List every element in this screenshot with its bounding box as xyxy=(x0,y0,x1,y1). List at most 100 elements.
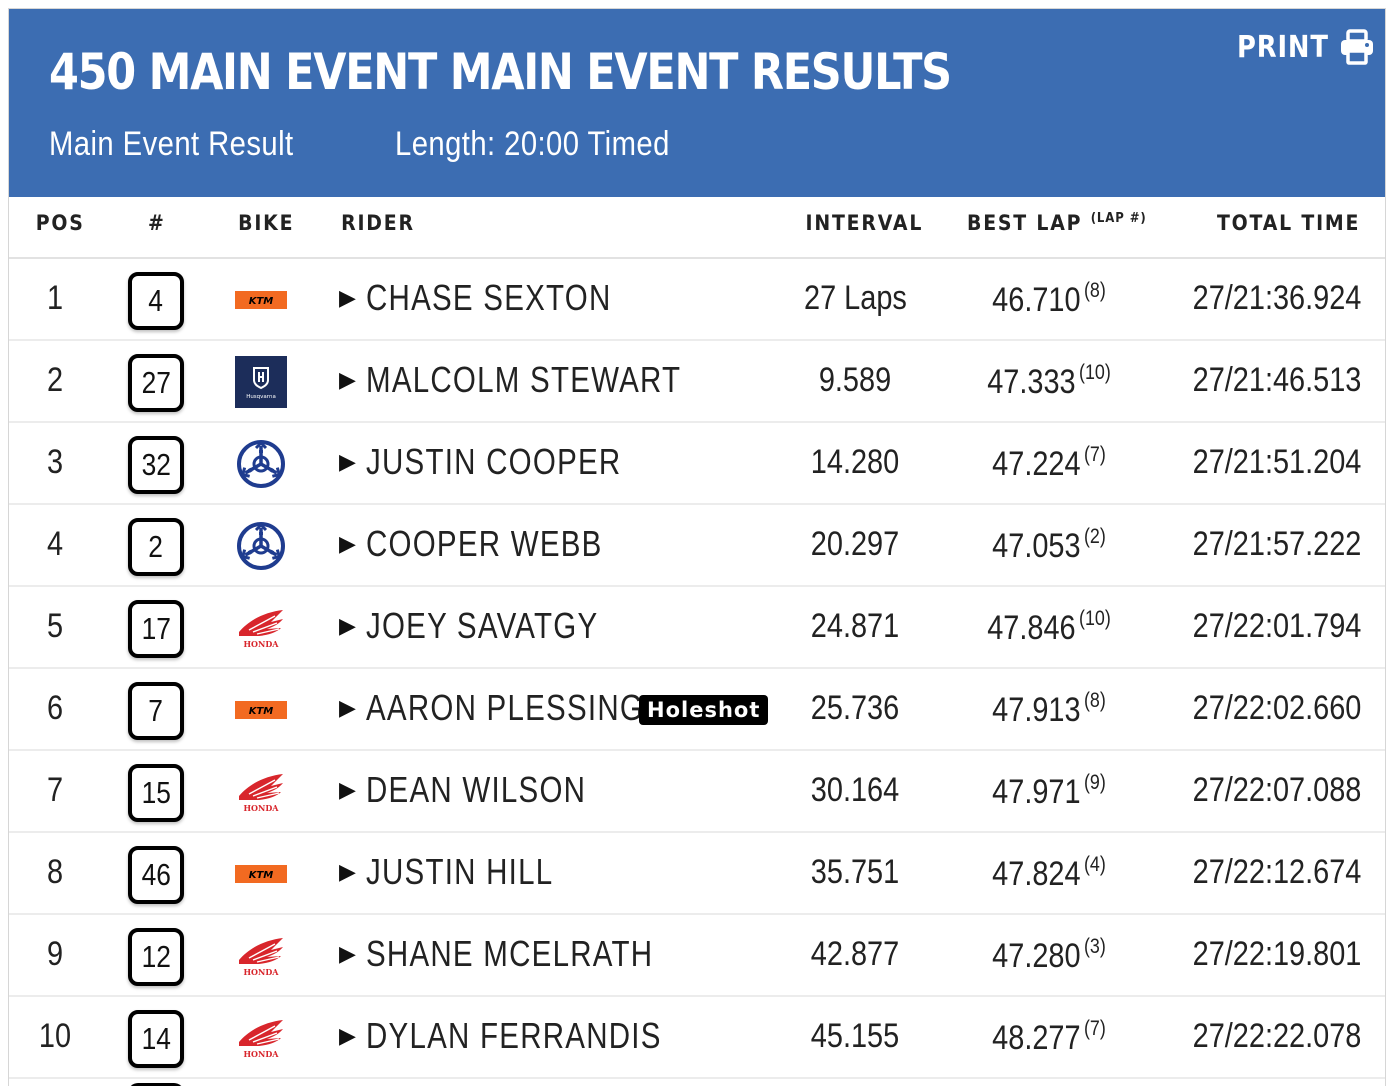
expand-arrow-icon[interactable]: ▶ xyxy=(339,285,356,310)
bike-logo xyxy=(235,520,287,572)
honda-wing-icon: HONDA xyxy=(239,1020,283,1059)
table-row[interactable]: 9 12 HONDA ▶ SHANE MCELRATH 42.877 47.28… xyxy=(9,915,1385,997)
expand-arrow-icon[interactable]: ▶ xyxy=(339,531,356,556)
svg-text:HONDA: HONDA xyxy=(244,639,280,649)
total-time: 27/21:51.204 xyxy=(1192,443,1362,481)
table-row[interactable]: 6 7 KTM ▶ AARON PLESSINGER 25.736 47.913… xyxy=(9,669,1385,751)
best-lap-time: 47.913 xyxy=(992,691,1081,729)
expand-arrow-icon[interactable]: ▶ xyxy=(339,777,356,802)
expand-arrow-icon[interactable]: ▶ xyxy=(339,695,356,720)
rider-name: JOEY SAVATGY xyxy=(365,605,599,646)
rider-link[interactable]: ▶ MALCOLM STEWART xyxy=(339,359,750,401)
rider-number: 17 xyxy=(141,611,171,646)
rider-name: JUSTIN COOPER xyxy=(365,441,622,482)
rider-link[interactable]: ▶ AARON PLESSINGER xyxy=(339,687,758,729)
col-best-lap-label: BEST LAP xyxy=(966,211,1083,235)
best-lap-time: 47.280 xyxy=(992,937,1081,975)
position: 1 xyxy=(46,279,64,317)
expand-arrow-icon[interactable]: ▶ xyxy=(339,613,356,638)
svg-text:HONDA: HONDA xyxy=(244,1049,280,1059)
bike-logo: HONDA xyxy=(235,766,287,818)
results-card: 450 MAIN EVENT MAIN EVENT RESULTS Main E… xyxy=(8,8,1386,1086)
holeshot-badge: Holeshot xyxy=(639,695,769,725)
total-time: 27/22:07.088 xyxy=(1192,771,1362,809)
honda-wing-icon: HONDA xyxy=(239,938,283,977)
rider-link[interactable]: ▶ SHANE MCELRATH xyxy=(339,933,716,975)
bike-logo: Husqvarna xyxy=(235,356,287,408)
best-lap: 47.846 (10) xyxy=(973,607,1126,648)
best-lap-time: 47.053 xyxy=(992,527,1081,565)
rider-name: MALCOLM STEWART xyxy=(365,359,682,400)
rider-number: 12 xyxy=(141,939,171,974)
best-lap-number: (7) xyxy=(1083,443,1106,466)
bike-logo: KTM xyxy=(235,684,287,736)
table-row[interactable]: 1 4 KTM ▶ CHASE SEXTON 27 Laps 46.710 (8)… xyxy=(9,259,1385,341)
svg-text:Husqvarna: Husqvarna xyxy=(246,394,276,400)
table-row[interactable]: 3 32 ▶ JUSTIN COOPER 14.280 47.224 (7) 27… xyxy=(9,423,1385,505)
rider-link[interactable]: ▶ COOPER WEBB xyxy=(339,523,654,565)
rider-number: 14 xyxy=(141,1021,171,1056)
rider-number-box: 27 xyxy=(128,354,184,412)
expand-arrow-icon[interactable]: ▶ xyxy=(339,859,356,884)
col-number: # xyxy=(147,211,166,235)
print-button[interactable]: PRINT xyxy=(1222,27,1375,67)
interval: 24.871 xyxy=(810,607,900,645)
rider-number-box: 32 xyxy=(128,436,184,494)
interval: 27 Laps xyxy=(804,279,907,317)
rider-name: COOPER WEBB xyxy=(365,523,603,564)
bike-logo: KTM xyxy=(235,274,287,326)
col-rider: RIDER xyxy=(341,211,415,235)
rider-name: DYLAN FERRANDIS xyxy=(365,1015,662,1056)
col-pos: POS xyxy=(35,211,85,235)
best-lap: 47.971 (9) xyxy=(973,771,1126,812)
col-best-lap-sup: (LAP #) xyxy=(1090,211,1147,226)
rider-number: 4 xyxy=(148,283,164,318)
ktm-logo-icon: KTM xyxy=(235,701,287,719)
best-lap: 47.333 (10) xyxy=(973,361,1126,402)
expand-arrow-icon[interactable]: ▶ xyxy=(339,941,356,966)
ktm-logo-icon: KTM xyxy=(235,291,287,309)
rider-link[interactable]: ▶ CHASE SEXTON xyxy=(339,277,665,319)
table-row[interactable]: 2 27 Husqvarna ▶ MALCOLM STEWART 9.589 4… xyxy=(9,341,1385,423)
expand-arrow-icon[interactable]: ▶ xyxy=(339,367,356,392)
total-time: 27/21:46.513 xyxy=(1192,361,1362,399)
bike-logo: KTM xyxy=(235,848,287,900)
table-row[interactable]: 4 2 ▶ COOPER WEBB 20.297 47.053 (2) 27/21… xyxy=(9,505,1385,587)
expand-arrow-icon[interactable]: ▶ xyxy=(339,1023,356,1048)
rider-link[interactable]: ▶ DEAN WILSON xyxy=(339,769,634,811)
table-row[interactable]: 8 46 KTM ▶ JUSTIN HILL 35.751 47.824 (4) … xyxy=(9,833,1385,915)
position: 2 xyxy=(46,361,64,399)
rider-link[interactable]: ▶ JOEY SAVATGY xyxy=(339,605,649,647)
rider-link[interactable]: ▶ JUSTIN COOPER xyxy=(339,441,677,483)
table-row[interactable]: 5 17 HONDA ▶ JOEY SAVATGY 24.871 47.846(… xyxy=(9,587,1385,669)
interval: 20.297 xyxy=(810,525,900,563)
svg-text:HONDA: HONDA xyxy=(244,803,280,813)
rider-link[interactable]: ▶ JUSTIN HILL xyxy=(339,851,594,893)
ktm-logo-icon: KTM xyxy=(235,865,287,883)
rider-number-box: 4 xyxy=(128,272,184,330)
best-lap: 47.053 (2) xyxy=(973,525,1126,566)
event-subtitle: Main Event Result xyxy=(49,125,294,163)
bike-logo: HONDA xyxy=(235,602,287,654)
table-row[interactable]: 7 15 HONDA ▶ DEAN WILSON 30.164 47.971 (9… xyxy=(9,751,1385,833)
best-lap-number: (3) xyxy=(1083,935,1106,958)
best-lap: 46.710 (8) xyxy=(973,279,1126,320)
col-bike: BIKE xyxy=(238,211,295,235)
best-lap-number: (7) xyxy=(1083,1017,1106,1040)
expand-arrow-icon[interactable]: ▶ xyxy=(339,449,356,474)
position: 3 xyxy=(46,443,64,481)
best-lap: 47.224 (7) xyxy=(973,443,1126,484)
table-row[interactable]: 10 14 HONDA ▶ DYLAN FERRANDIS 45.155 48.… xyxy=(9,997,1385,1079)
rider-name: CHASE SEXTON xyxy=(365,277,612,318)
table-row-partial xyxy=(9,1077,1385,1086)
svg-text:KTM: KTM xyxy=(249,706,274,717)
rider-number: 46 xyxy=(141,857,171,892)
rider-link[interactable]: ▶ DYLAN FERRANDIS xyxy=(339,1015,726,1057)
position: 10 xyxy=(38,1017,72,1055)
position: 8 xyxy=(46,853,64,891)
position: 9 xyxy=(46,935,64,973)
best-lap-time: 47.224 xyxy=(992,445,1081,483)
rider-number: 2 xyxy=(148,529,164,564)
print-label: PRINT xyxy=(1237,29,1329,65)
position: 6 xyxy=(46,689,64,727)
